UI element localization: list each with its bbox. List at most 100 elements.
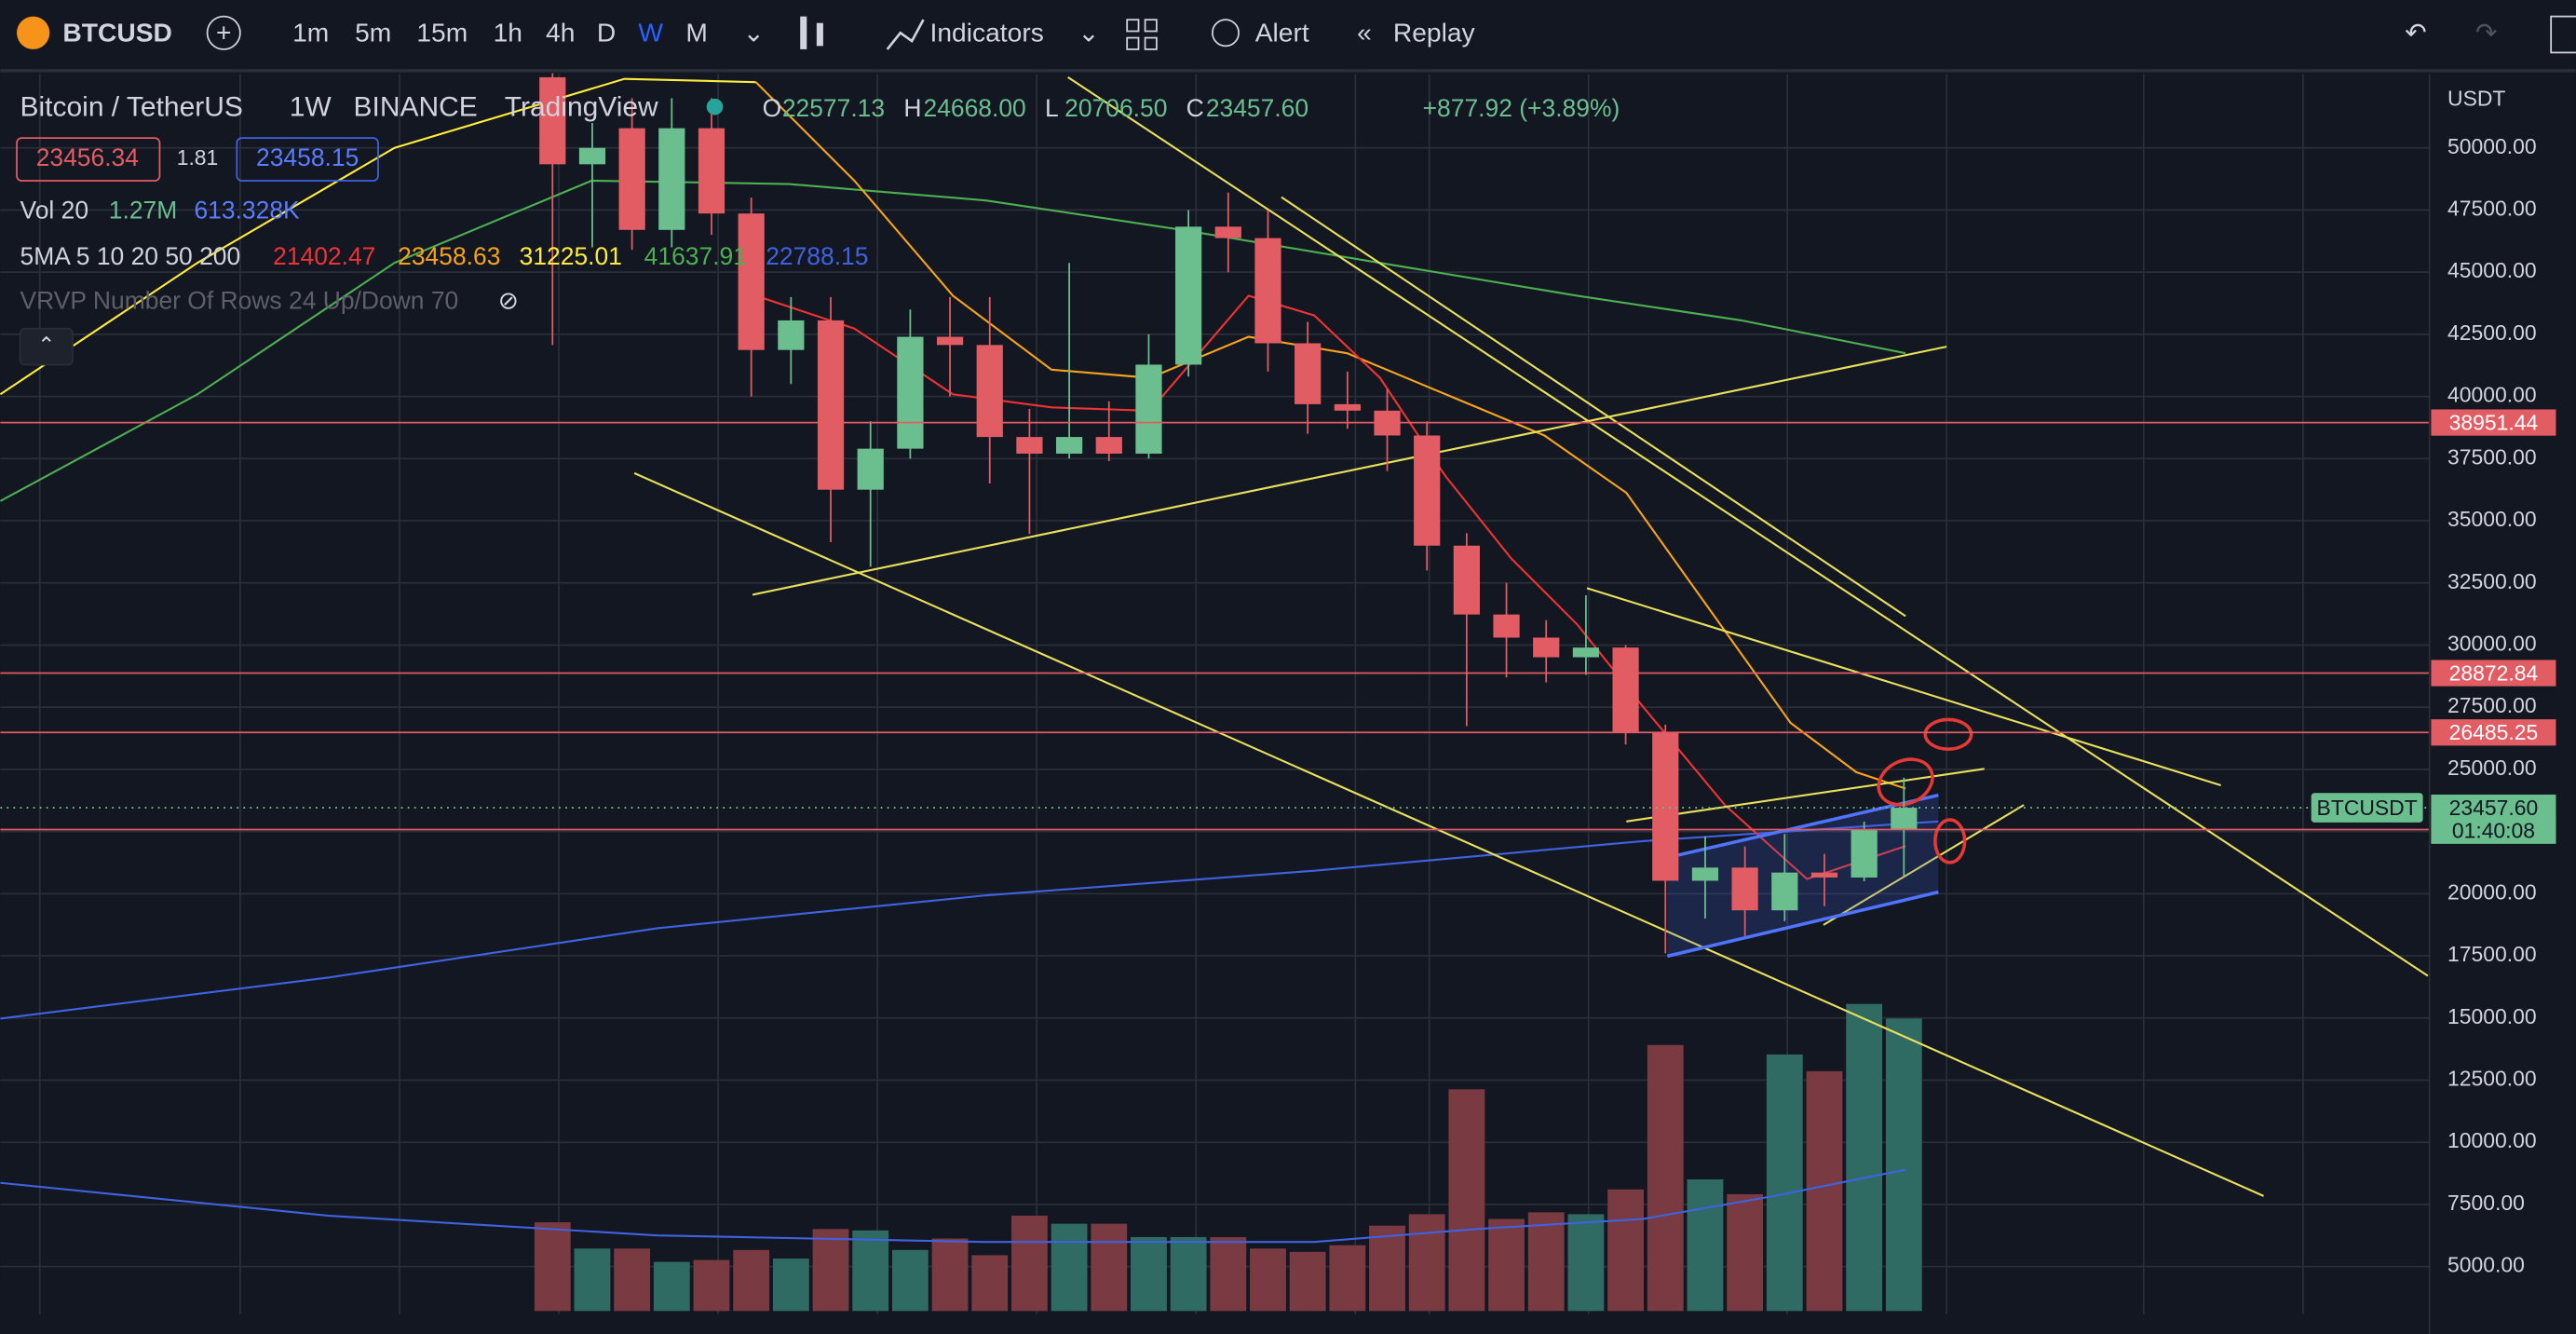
y-tick-label: 47500.00	[2447, 196, 2537, 220]
interval-button[interactable]: 5m	[355, 17, 391, 47]
ma-value: 23458.63	[398, 242, 500, 270]
layout-icon-2	[1144, 19, 1158, 33]
chart-type-icon[interactable]	[800, 16, 807, 49]
volume-bar	[1607, 1189, 1644, 1312]
ma-value: 22788.15	[766, 242, 868, 270]
toolbar	[0, 0, 2576, 70]
y-tick-label: 12500.00	[2447, 1067, 2537, 1091]
volume-bar	[1329, 1245, 1366, 1312]
candle-body	[1095, 437, 1122, 454]
candle-body	[1453, 545, 1480, 615]
volume-bar	[1687, 1179, 1724, 1312]
candle-body	[1612, 647, 1639, 733]
fullscreen[interactable]	[2550, 15, 2576, 54]
interval-button[interactable]: 15m	[416, 17, 468, 47]
volume-bar	[1131, 1236, 1167, 1312]
y-tick-label: 42500.00	[2447, 320, 2537, 345]
undo[interactable]: ↶	[2405, 17, 2427, 47]
interval-button[interactable]: 1m	[292, 17, 329, 47]
volume-bar	[1011, 1215, 1048, 1312]
y-tick-label: 30000.00	[2447, 632, 2537, 656]
interval-button[interactable]: W	[638, 17, 663, 47]
candle-body	[1414, 435, 1441, 546]
ask: 23458.15	[256, 143, 359, 171]
symbol-tag-label: BTCUSDT	[2317, 796, 2418, 820]
interval-dropdown[interactable]: ⌄	[743, 17, 766, 47]
layout-icon[interactable]	[1126, 19, 1140, 33]
candle-body	[1731, 867, 1758, 911]
y-tick-label: 32500.00	[2447, 569, 2537, 593]
redo[interactable]: ↷	[2475, 17, 2498, 47]
y-tick-label: 7500.00	[2447, 1191, 2525, 1215]
price-labels: 38951.4428872.8426485.2522577.8123457.60…	[2311, 409, 2556, 844]
chart-type-icon-2	[816, 22, 823, 47]
volume-bar	[1488, 1218, 1525, 1312]
price-line-tag	[2431, 409, 2556, 436]
grid	[0, 146, 2430, 1268]
interval-button[interactable]: D	[597, 17, 616, 47]
y-tick-label: 5000.00	[2447, 1253, 2525, 1277]
candle-body	[539, 76, 566, 165]
y-tick-label: 15000.00	[2447, 1004, 2537, 1028]
ma-50	[0, 179, 1906, 502]
y-tick-label: 27500.00	[2447, 693, 2537, 717]
volume-bar	[1210, 1236, 1247, 1312]
collapse-legend[interactable]	[19, 327, 74, 366]
volume-bar	[1408, 1214, 1445, 1312]
volume-bar	[772, 1259, 809, 1312]
candle-body	[1691, 867, 1719, 881]
volume-bar	[574, 1248, 611, 1312]
indicators-button[interactable]: Indicators	[930, 17, 1044, 47]
symbol[interactable]: BTCUSD	[62, 17, 172, 47]
layout-icon-3	[1126, 36, 1140, 50]
interval-button[interactable]: 4h	[546, 17, 575, 47]
volume-bar	[1448, 1089, 1485, 1312]
compare-button[interactable]	[206, 15, 241, 50]
price-line-tag	[2431, 719, 2556, 746]
volume-bar	[1051, 1223, 1088, 1312]
candle-body	[1810, 872, 1838, 878]
candle-body	[1771, 872, 1798, 911]
volume-ma	[0, 1168, 1906, 1244]
last-price-label: 23457.60	[2449, 796, 2539, 820]
replay-button[interactable]: Replay	[1393, 17, 1476, 47]
interval-button[interactable]: 1h	[494, 17, 522, 47]
candle-body	[1572, 647, 1600, 658]
hide-icon[interactable]: ⊘	[498, 286, 519, 314]
vol-ma: 1.27M	[109, 196, 177, 224]
volume-bar	[1567, 1214, 1605, 1312]
alert-button[interactable]: Alert	[1255, 17, 1309, 47]
candle-body	[778, 320, 805, 350]
volume-bar	[733, 1249, 770, 1312]
bid-box[interactable]	[16, 137, 161, 182]
exchange: BINANCE	[354, 91, 478, 122]
volume-bar	[1250, 1248, 1286, 1312]
spread: 1.81	[177, 145, 219, 170]
volume-bar	[812, 1229, 849, 1312]
volume-bar	[1091, 1223, 1128, 1312]
indicators-dropdown[interactable]: ⌄	[1078, 17, 1100, 47]
volume-bar	[1727, 1193, 1764, 1312]
volume-bar	[931, 1238, 969, 1312]
market-status[interactable]	[706, 98, 724, 116]
interval-button[interactable]: M	[685, 17, 707, 47]
y-tick-label: 45000.00	[2447, 258, 2537, 282]
intervals: 1m 5m 15m 1h 4h D W M	[292, 17, 708, 47]
layout-icon-4	[1144, 36, 1158, 50]
alert-icon	[1211, 19, 1240, 48]
volume-bar	[1369, 1225, 1405, 1312]
candle-body	[1055, 437, 1083, 454]
candle-body	[1493, 614, 1520, 638]
currency-label[interactable]: USDT	[2447, 87, 2505, 111]
volume-bar	[653, 1261, 690, 1312]
price-line-tag	[2431, 660, 2556, 687]
replay-icon: «	[1357, 17, 1372, 47]
collapse-arrow: ⌃	[37, 333, 55, 357]
change: +877.92 (+3.89%)	[1423, 94, 1620, 122]
candle-body	[976, 345, 1003, 438]
volume-bar	[1885, 1018, 1922, 1312]
volume-bar	[1289, 1251, 1326, 1312]
ma-value: 21402.47	[273, 242, 375, 270]
ask-box[interactable]	[236, 137, 379, 182]
y-tick-label: 35000.00	[2447, 507, 2537, 531]
